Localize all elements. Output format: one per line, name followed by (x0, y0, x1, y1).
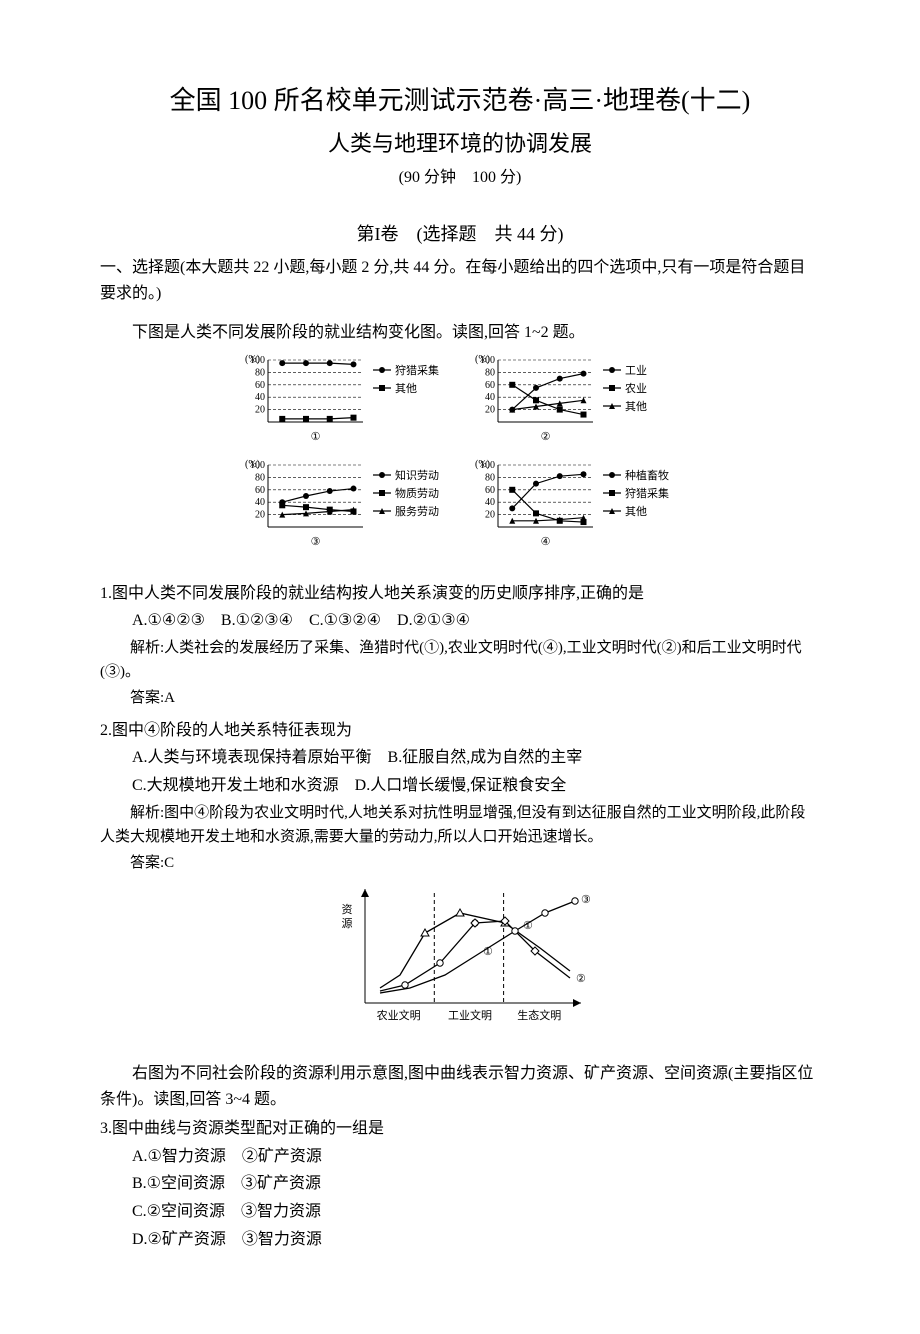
question-3-option-a: A.①智力资源 ②矿产资源 (100, 1144, 820, 1170)
svg-text:40: 40 (255, 392, 265, 403)
svg-text:80: 80 (485, 367, 495, 378)
svg-text:②: ② (541, 431, 551, 443)
svg-text:其他: 其他 (625, 505, 647, 518)
question-2-answer: 答案:C (100, 851, 820, 875)
question-3-option-d: D.②矿产资源 ③智力资源 (100, 1227, 820, 1253)
question-1-options: A.①④②③ B.①②③④ C.①③②④ D.②①③④ (100, 608, 820, 634)
svg-text:①: ① (483, 946, 493, 958)
figure-1: (%)20406080100狩猎采集其他①(%)20406080100工业农业其… (100, 352, 820, 571)
svg-text:80: 80 (485, 472, 495, 483)
svg-text:100: 100 (250, 355, 265, 366)
svg-text:60: 60 (485, 380, 495, 391)
svg-text:③: ③ (581, 894, 590, 906)
svg-text:工业: 工业 (625, 364, 647, 377)
question-2-stem: 2.图中④阶段的人地关系特征表现为 (100, 718, 820, 744)
main-title: 全国 100 所名校单元测试示范卷·高三·地理卷(十二) (100, 80, 820, 122)
svg-text:60: 60 (255, 485, 265, 496)
svg-text:20: 20 (255, 510, 265, 521)
question-2-explanation: 解析:图中④阶段为农业文明时代,人地关系对抗性明显增强,但没有到达征服自然的工业… (100, 801, 820, 849)
svg-text:狩猎采集: 狩猎采集 (395, 363, 439, 377)
svg-text:生态文明: 生态文明 (517, 1008, 561, 1022)
svg-text:60: 60 (255, 380, 265, 391)
svg-text:20: 20 (485, 510, 495, 521)
figure-2: 资源农业文明 工业文明 生态文明 ① ③ ② ① (100, 883, 820, 1052)
question-3-stem: 3.图中曲线与资源类型配对正确的一组是 (100, 1116, 820, 1142)
svg-text:服务劳动: 服务劳动 (395, 505, 439, 518)
svg-text:④: ④ (541, 536, 551, 548)
svg-text:工业文明: 工业文明 (448, 1008, 492, 1022)
svg-text:80: 80 (255, 472, 265, 483)
svg-text:其他: 其他 (625, 400, 647, 413)
svg-text:80: 80 (255, 367, 265, 378)
svg-text:40: 40 (485, 497, 495, 508)
question-3-option-c: C.②空间资源 ③智力资源 (100, 1199, 820, 1225)
svg-text:物质劳动: 物质劳动 (395, 486, 439, 500)
subtitle: 人类与地理环境的协调发展 (100, 126, 820, 161)
svg-text:60: 60 (485, 485, 495, 496)
svg-text:农业: 农业 (625, 381, 647, 395)
svg-text:①: ① (311, 431, 321, 443)
question-3-option-b: B.①空间资源 ③矿产资源 (100, 1171, 820, 1197)
svg-text:100: 100 (250, 460, 265, 471)
svg-text:农业文明: 农业文明 (377, 1008, 421, 1022)
question-1-stem: 1.图中人类不同发展阶段的就业结构按人地关系演变的历史顺序排序,正确的是 (100, 581, 820, 607)
svg-text:40: 40 (485, 392, 495, 403)
section-1-instructions: 一、选择题(本大题共 22 小题,每小题 2 分,共 44 分。在每小题给出的四… (100, 255, 820, 306)
svg-text:其他: 其他 (395, 382, 417, 395)
svg-text:资: 资 (342, 903, 353, 916)
svg-text:③: ③ (311, 536, 321, 548)
svg-text:知识劳动: 知识劳动 (395, 468, 439, 482)
question-1-answer: 答案:A (100, 686, 820, 710)
svg-text:20: 20 (485, 405, 495, 416)
question-2-options-ab: A.人类与环境表现保持着原始平衡 B.征服自然,成为自然的主宰 (100, 745, 820, 771)
question-1-explanation: 解析:人类社会的发展经历了采集、渔猎时代(①),农业文明时代(④),工业文明时代… (100, 636, 820, 684)
svg-text:100: 100 (480, 355, 495, 366)
figure-1-intro: 下图是人类不同发展阶段的就业结构变化图。读图,回答 1~2 题。 (100, 320, 820, 346)
svg-text:①: ① (523, 920, 533, 932)
svg-text:40: 40 (255, 497, 265, 508)
question-2-options-cd: C.大规模地开发土地和水资源 D.人口增长缓慢,保证粮食安全 (100, 773, 820, 799)
figure-2-intro: 右图为不同社会阶段的资源利用示意图,图中曲线表示智力资源、矿产资源、空间资源(主… (100, 1061, 820, 1112)
svg-text:种植畜牧: 种植畜牧 (625, 468, 669, 482)
svg-text:狩猎采集: 狩猎采集 (625, 486, 669, 500)
svg-text:源: 源 (342, 916, 353, 930)
exam-meta: (90 分钟 100 分) (100, 165, 820, 191)
svg-text:20: 20 (255, 405, 265, 416)
section-1-heading: 第I卷 (选择题 共 44 分) (100, 220, 820, 249)
svg-text:100: 100 (480, 460, 495, 471)
svg-text:②: ② (576, 973, 586, 985)
